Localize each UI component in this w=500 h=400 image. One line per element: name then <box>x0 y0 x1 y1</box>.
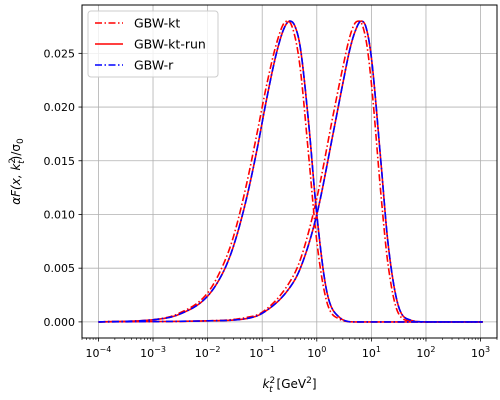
label-part: 3 <box>485 345 490 354</box>
legend[interactable]: GBW-kt GBW-kt-run GBW-r <box>87 10 219 78</box>
y-tick-label: 0.020 <box>44 101 76 114</box>
label-part: 10 <box>140 347 154 360</box>
y-axis-label-text: αF(x, k2t)/σ0 <box>8 138 27 205</box>
label-part: t <box>17 160 27 164</box>
label-part: ] <box>312 377 317 391</box>
x-tick-label: 10−3 <box>140 345 166 360</box>
legend-label[interactable]: GBW-kt-run <box>134 37 206 52</box>
label-part: 0 <box>16 138 26 144</box>
series-line-gbw-r <box>98 20 483 323</box>
label-part: 10 <box>86 347 100 360</box>
y-tick-label: 0.010 <box>44 208 76 221</box>
x-tick-label: 103 <box>471 345 490 360</box>
y-tick-label: 0.015 <box>44 155 76 168</box>
series-line-gbw-r <box>98 20 483 323</box>
label-part: 2 <box>430 345 435 354</box>
x-axis-label: k2 t [GeV2] <box>262 376 316 395</box>
x-tick-label: 100 <box>307 345 326 360</box>
axes-frame <box>81 4 498 339</box>
legend-box <box>87 10 219 78</box>
label-part: −1 <box>263 345 275 354</box>
label-part: 10 <box>471 347 485 360</box>
y-axis-label: αF(x, k2t)/σ0 <box>8 138 27 205</box>
label-part: −2 <box>209 345 221 354</box>
label-part: [GeV <box>273 377 307 391</box>
legend-label[interactable]: GBW-kt <box>134 16 180 31</box>
label-part: αF(x, k <box>9 163 23 205</box>
label-part: )/σ <box>9 144 23 161</box>
label-part: 2 <box>8 158 18 164</box>
label-part: 10 <box>416 347 430 360</box>
x-axis-label-text: k2 t [GeV2] <box>262 376 316 395</box>
x-tick-label: 10−4 <box>86 345 112 360</box>
x-tick-label: 102 <box>416 345 435 360</box>
ticks: 10−4 10−3 10−2 10−1 100 101 102 1030.0000.0050.… <box>44 47 498 360</box>
label-part: −3 <box>154 345 166 354</box>
label-part: 10 <box>249 347 263 360</box>
series-line-gbw-kt <box>98 20 483 323</box>
label-part: 2 <box>306 376 312 386</box>
x-tick-label: 10−1 <box>249 345 275 360</box>
label-part: t <box>269 385 273 395</box>
label-part: k <box>262 377 270 391</box>
y-tick-label: 0.025 <box>44 47 76 60</box>
legend-label[interactable]: GBW-r <box>134 58 174 73</box>
label-part: 10 <box>307 347 321 360</box>
label-part: 10 <box>195 347 209 360</box>
y-tick-label: 0.000 <box>44 316 76 329</box>
x-tick-label: 10−2 <box>195 345 221 360</box>
label-part: 1 <box>376 345 381 354</box>
x-tick-label: 101 <box>362 345 381 360</box>
y-tick-label: 0.005 <box>44 262 76 275</box>
label-part: 2 <box>269 376 275 386</box>
label-part: 0 <box>321 345 326 354</box>
label-part: −4 <box>100 345 112 354</box>
series-layer <box>98 20 483 323</box>
label-part: 10 <box>362 347 376 360</box>
